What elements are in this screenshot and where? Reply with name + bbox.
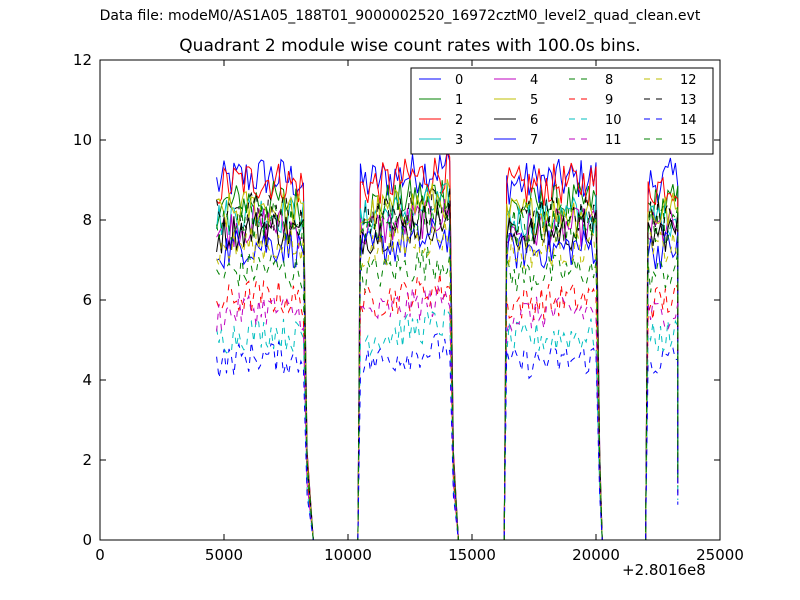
series-line-12	[216, 219, 679, 541]
x-tick-label: 10000	[324, 546, 372, 564]
y-tick-label: 0	[82, 531, 92, 549]
legend-label-0: 0	[455, 73, 463, 88]
series-line-8	[216, 246, 679, 541]
series-line-11	[216, 284, 679, 541]
x-tick-label: 5000	[205, 546, 243, 564]
legend-label-5: 5	[530, 93, 538, 108]
x-offset-label: +2.8016e8	[622, 561, 706, 579]
series-lines	[216, 149, 679, 541]
legend-label-8: 8	[605, 73, 613, 88]
y-tick-label: 12	[73, 51, 92, 69]
legend-label-4: 4	[530, 73, 538, 88]
series-line-15	[216, 190, 679, 541]
x-tick-label: 25000	[696, 546, 744, 564]
legend-label-13: 13	[680, 93, 697, 108]
legend-label-7: 7	[530, 133, 538, 148]
x-tick-label: 20000	[572, 546, 620, 564]
legend-label-12: 12	[680, 73, 697, 88]
series-line-13	[216, 186, 679, 541]
legend-label-11: 11	[605, 133, 622, 148]
chart-title: Quadrant 2 module wise count rates with …	[179, 36, 641, 56]
data-file-title: Data file: modeM0/AS1A05_188T01_90000025…	[99, 8, 701, 24]
y-tick-label: 10	[73, 131, 92, 149]
y-tick-label: 8	[82, 211, 92, 229]
x-tick-label: 0	[95, 546, 105, 564]
legend-label-2: 2	[455, 113, 463, 128]
legend-label-9: 9	[605, 93, 613, 108]
series-line-6	[216, 204, 679, 541]
y-tick-label: 6	[82, 291, 92, 309]
y-tick-label: 2	[82, 451, 92, 469]
x-tick-label: 15000	[448, 546, 496, 564]
series-line-2	[216, 149, 679, 541]
legend-label-3: 3	[455, 133, 463, 148]
series-line-10	[216, 307, 679, 541]
series-line-7	[216, 217, 679, 541]
y-tick-label: 4	[82, 371, 92, 389]
legend-label-14: 14	[680, 113, 697, 128]
legend-label-6: 6	[530, 113, 538, 128]
legend-label-15: 15	[680, 133, 697, 148]
legend-box	[410, 67, 714, 155]
series-line-14	[216, 333, 679, 541]
series-line-9	[216, 272, 679, 541]
legend-label-1: 1	[455, 93, 463, 108]
legend-label-10: 10	[605, 113, 622, 128]
